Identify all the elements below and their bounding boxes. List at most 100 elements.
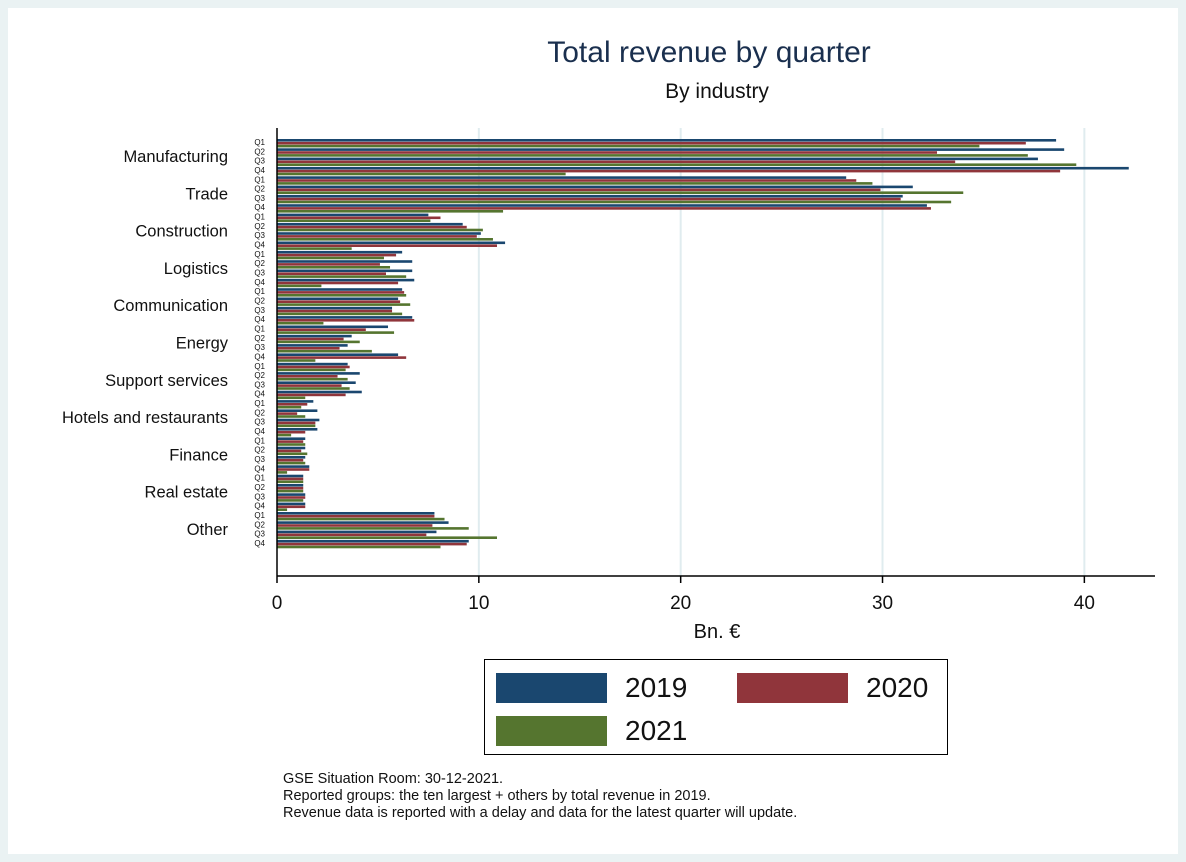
bar-communication-q4-2021 <box>277 321 324 325</box>
bar-finance-q3-2021 <box>277 461 306 465</box>
category-label-other: Other <box>187 521 229 539</box>
bar-hotels-and-restaurants-q2-2019 <box>277 409 318 412</box>
note-groups: Reported groups: the ten largest + other… <box>283 788 711 804</box>
quarter-label-support-services-q2: Q2 <box>254 371 265 380</box>
bar-finance-q2-2021 <box>277 452 308 456</box>
legend-swatch-2019 <box>496 673 607 703</box>
bar-manufacturing-q1-2021 <box>277 144 980 148</box>
bar-real-estate-q3-2021 <box>277 499 304 502</box>
category-label-construction: Construction <box>135 223 228 241</box>
legend-swatch-2021 <box>496 716 607 746</box>
bar-other-q2-2020 <box>277 524 433 527</box>
x-axis-title: Bn. € <box>694 621 741 643</box>
bar-real-estate-q4-2019 <box>277 502 306 506</box>
bar-support-services-q1-2019 <box>277 362 348 366</box>
bar-logistics-q2-2019 <box>277 260 413 263</box>
bar-real-estate-q4-2021 <box>277 508 288 511</box>
category-label-real-estate: Real estate <box>145 484 228 502</box>
quarter-label-communication-q2: Q2 <box>254 297 265 306</box>
legend-item-2021: 2021 <box>496 715 687 747</box>
bar-construction-q1-2020 <box>277 216 441 220</box>
bar-communication-q2-2019 <box>277 297 399 301</box>
bar-real-estate-q3-2020 <box>277 496 306 499</box>
bar-real-estate-q1-2021 <box>277 480 304 484</box>
quarter-label-finance-q1: Q1 <box>254 436 265 445</box>
bar-other-q3-2019 <box>277 530 437 534</box>
category-label-manufacturing: Manufacturing <box>123 148 228 166</box>
bar-manufacturing-q3-2021 <box>277 163 1077 166</box>
bar-energy-q2-2020 <box>277 337 344 341</box>
bar-finance-q2-2019 <box>277 446 306 450</box>
quarter-label-communication-q4: Q4 <box>254 315 265 324</box>
chart-title: Total revenue by quarter <box>547 36 871 69</box>
quarter-label-other-q3: Q3 <box>254 530 265 539</box>
bar-manufacturing-q3-2019 <box>277 157 1038 161</box>
quarter-label-support-services-q3: Q3 <box>254 380 265 389</box>
bar-hotels-and-restaurants-q1-2020 <box>277 403 308 406</box>
bar-logistics-q3-2021 <box>277 275 407 278</box>
bar-trade-q2-2020 <box>277 188 881 192</box>
quarter-label-logistics-q3: Q3 <box>254 269 265 278</box>
bar-logistics-q2-2021 <box>277 266 391 269</box>
quarter-label-manufacturing-q2: Q2 <box>254 147 265 156</box>
bar-manufacturing-q1-2020 <box>277 141 1026 145</box>
bar-energy-q1-2020 <box>277 328 366 331</box>
bar-logistics-q3-2020 <box>277 272 386 275</box>
bar-hotels-and-restaurants-q1-2021 <box>277 405 302 409</box>
bar-other-q2-2019 <box>277 521 449 524</box>
bar-logistics-q1-2020 <box>277 253 397 257</box>
quarter-label-logistics-q4: Q4 <box>254 278 265 287</box>
legend-label-2020: 2020 <box>866 672 929 703</box>
legend-label-2019: 2019 <box>625 672 688 703</box>
bar-support-services-q4-2021 <box>277 396 306 400</box>
quarter-label-hotels-and-restaurants-q1: Q1 <box>254 399 265 408</box>
bar-support-services-q2-2020 <box>277 375 338 378</box>
quarter-label-trade-q4: Q4 <box>254 203 265 212</box>
legend-item-2020: 2020 <box>737 672 928 704</box>
quarter-label-hotels-and-restaurants-q2: Q2 <box>254 408 265 417</box>
bar-support-services-q1-2020 <box>277 365 350 369</box>
bar-manufacturing-q3-2020 <box>277 160 956 164</box>
bar-communication-q3-2021 <box>277 312 403 316</box>
quarter-label-trade-q1: Q1 <box>254 175 265 184</box>
bar-trade-q3-2021 <box>277 200 952 204</box>
bar-finance-q3-2020 <box>277 458 304 462</box>
bar-trade-q3-2020 <box>277 197 901 201</box>
quarter-label-construction-q2: Q2 <box>254 222 265 231</box>
bar-trade-q2-2019 <box>277 185 913 189</box>
chart-subtitle: By industry <box>665 80 769 103</box>
bar-construction-q2-2019 <box>277 222 463 226</box>
bar-hotels-and-restaurants-q3-2021 <box>277 424 316 428</box>
bar-real-estate-q2-2020 <box>277 486 304 490</box>
bar-communication-q4-2020 <box>277 319 415 322</box>
bar-trade-q4-2019 <box>277 204 927 207</box>
bar-communication-q4-2019 <box>277 316 413 319</box>
legend: 2019 2020 2021 <box>484 659 948 755</box>
quarter-label-real-estate-q1: Q1 <box>254 474 265 483</box>
bar-manufacturing-q4-2021 <box>277 172 566 176</box>
bar-trade-q1-2021 <box>277 182 873 185</box>
bar-support-services-q1-2021 <box>277 368 346 372</box>
bar-energy-q1-2019 <box>277 325 389 329</box>
bar-manufacturing-q4-2019 <box>277 166 1129 170</box>
bar-logistics-q1-2019 <box>277 250 403 254</box>
bar-construction-q1-2021 <box>277 219 431 222</box>
x-tick-label-10: 10 <box>468 593 489 614</box>
bar-energy-q1-2021 <box>277 331 395 334</box>
quarter-label-energy-q2: Q2 <box>254 334 265 343</box>
bar-hotels-and-restaurants-q1-2019 <box>277 400 314 403</box>
bar-finance-q4-2019 <box>277 465 310 468</box>
bar-trade-q1-2019 <box>277 176 847 179</box>
bar-energy-q3-2020 <box>277 347 340 350</box>
bar-communication-q2-2020 <box>277 300 401 303</box>
bar-other-q1-2020 <box>277 514 435 518</box>
bar-construction-q4-2020 <box>277 244 498 247</box>
bar-other-q2-2021 <box>277 527 469 530</box>
quarter-label-manufacturing-q3: Q3 <box>254 157 265 166</box>
legend-item-2019: 2019 <box>496 672 687 704</box>
quarter-label-construction-q3: Q3 <box>254 231 265 240</box>
bar-manufacturing-q2-2020 <box>277 151 938 154</box>
quarter-label-finance-q4: Q4 <box>254 464 265 473</box>
bar-energy-q2-2021 <box>277 340 360 344</box>
bar-support-services-q3-2019 <box>277 381 356 384</box>
